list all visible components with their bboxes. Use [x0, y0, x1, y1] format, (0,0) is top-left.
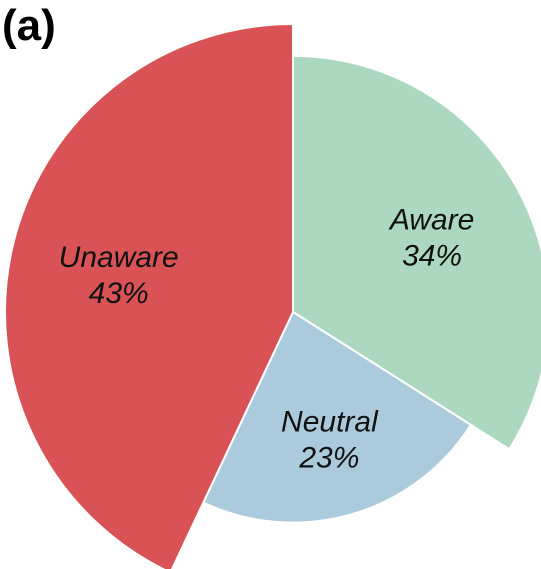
slice-label-aware: Aware	[388, 204, 475, 237]
slice-label-neutral: Neutral	[281, 405, 379, 438]
pie-slice-neutral	[202, 311, 472, 524]
slice-value-neutral: 23%	[298, 441, 359, 474]
pie-slice-unaware	[4, 23, 294, 569]
slice-value-aware: 34%	[402, 240, 462, 273]
pie-slices	[4, 23, 541, 569]
panel-label: (a)	[2, 1, 56, 50]
slice-label-unaware: Unaware	[59, 241, 179, 274]
slice-value-unaware: 43%	[89, 277, 149, 310]
